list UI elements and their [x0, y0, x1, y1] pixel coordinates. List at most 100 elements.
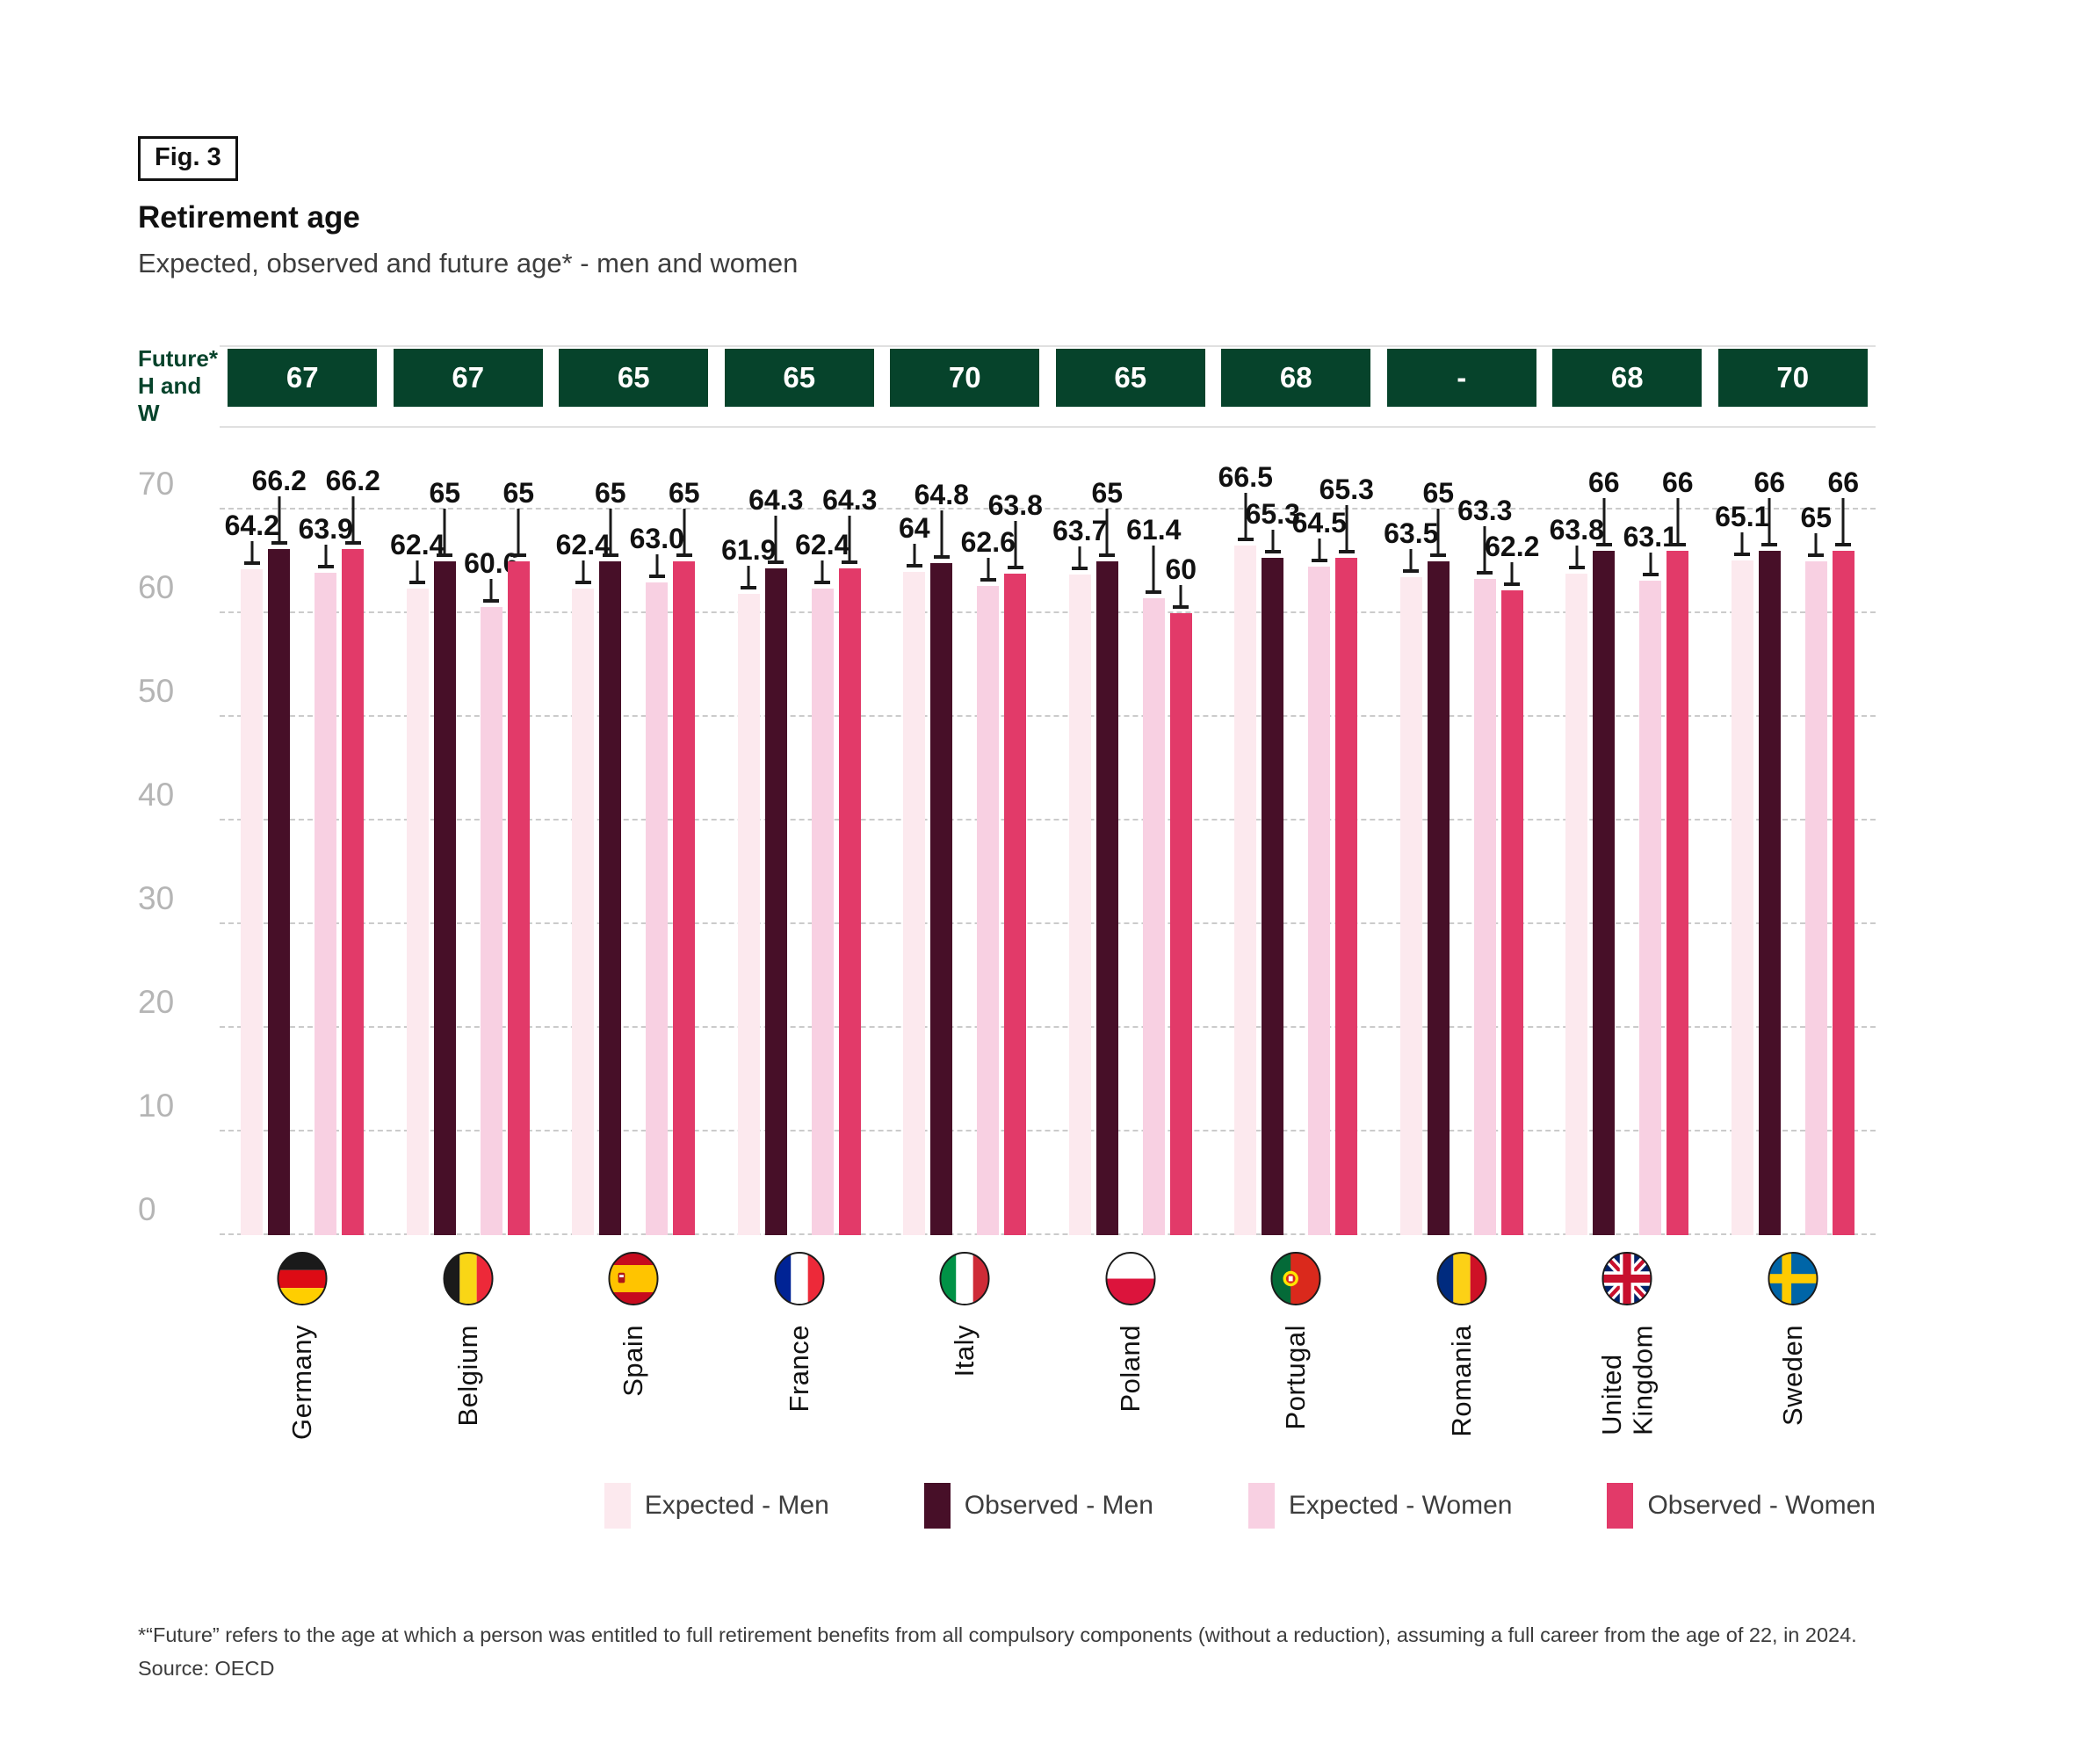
bar-observed-women-romania: 62.2 [1485, 532, 1539, 1235]
value-leader-cap [814, 580, 831, 584]
bar-group-poland: 63.7 65 61.4 60 [1048, 479, 1214, 1235]
future-row-label: Future* H and W [138, 345, 220, 428]
belgium-flag-icon [443, 1252, 494, 1305]
bar-expected-women-poland: 61.4 [1126, 516, 1181, 1235]
bar-observed-women-france: 64.3 [822, 486, 877, 1235]
france-flag-icon [774, 1252, 825, 1305]
bar-groups: 64.2 66.2 63.9 66.2 62.4 65 60.6 65 62.4 65 63.0 65… [220, 463, 1876, 1235]
value-leader-cap [842, 560, 858, 565]
y-tick-40: 40 [138, 777, 175, 813]
future-age-boxes: 67 67 65 65 70 65 68-68 70 [220, 345, 1876, 428]
value-label-expected-women-sweden: 65 [1800, 502, 1833, 533]
figure-tag: Fig. 3 [138, 136, 238, 181]
value-leader-cap [344, 540, 361, 545]
future-age-box-poland: 65 [1055, 349, 1205, 407]
value-leader-line [1179, 585, 1182, 609]
value-label-observed-women-spain: 65 [668, 477, 700, 509]
bar-group-sweden: 65.1 66 65 66 [1710, 468, 1876, 1235]
gridline-60 [220, 611, 1876, 613]
value-leader-cap [271, 540, 287, 545]
value-leader-cap [243, 561, 260, 566]
future-age-box-germany: 67 [228, 349, 378, 407]
value-leader-line [774, 516, 777, 565]
value-leader-line [489, 578, 493, 603]
bar-observed-men-portugal: 65.3 [1246, 500, 1300, 1235]
value-leader-cap [1146, 590, 1162, 595]
value-label-observed-women-sweden: 66 [1827, 466, 1860, 499]
value-leader-line [1602, 498, 1606, 547]
bar-observed-men-germany: 66.2 [252, 466, 307, 1235]
value-label-observed-women-italy: 63.8 [987, 489, 1043, 522]
bar-expected-men-spain: 62.4 [556, 531, 611, 1235]
y-tick-70: 70 [138, 466, 175, 502]
value-leader-line [1105, 509, 1109, 557]
value-label-observed-women-portugal: 65.3 [1319, 474, 1374, 506]
value-leader-line [848, 516, 851, 565]
value-leader-line [1649, 553, 1652, 577]
future-row-label-line1: Future* [138, 345, 218, 372]
value-leader-cap [1099, 553, 1116, 557]
footnote-text: *“Future” refers to the age at which a p… [138, 1623, 1857, 1646]
value-leader-cap [1835, 543, 1852, 547]
value-leader-cap [437, 553, 453, 557]
value-leader-cap [980, 578, 996, 582]
bar-group-spain: 62.4 65 63.0 65 [551, 479, 717, 1235]
value-leader-cap [1338, 550, 1355, 554]
flag-belgium [443, 1251, 494, 1311]
value-leader-line [1244, 493, 1247, 542]
value-leader-cap [575, 580, 591, 584]
value-label-expected-men-belgium: 62.4 [390, 528, 445, 560]
bar-group-germany: 64.2 66.2 63.9 66.2 [220, 466, 386, 1235]
value-leader-line [351, 495, 355, 545]
value-label-expected-women-united-kingdom: 63.1 [1623, 521, 1678, 553]
value-label-expected-men-france: 61.9 [721, 533, 777, 566]
future-age-row: Future* H and W 67 67 65 65 70 65 68-68 70 [138, 345, 1876, 428]
flag-sweden [1768, 1251, 1818, 1311]
flag-spain [608, 1251, 659, 1311]
value-label-observed-men-united-kingdom: 66 [1587, 466, 1620, 499]
value-leader-line [1768, 498, 1771, 547]
value-leader-cap [1403, 568, 1420, 573]
value-label-expected-women-portugal: 64.5 [1291, 506, 1347, 539]
value-leader-line [1575, 546, 1579, 570]
bar-expected-men-belgium: 62.4 [390, 531, 445, 1235]
value-leader-line [324, 544, 328, 568]
bar-group-romania: 63.5 65 63.3 62.2 [1379, 479, 1545, 1235]
value-leader-line [747, 565, 750, 589]
value-leader-cap [1595, 543, 1612, 547]
spain-flag-icon [608, 1252, 659, 1305]
value-label-observed-men-italy: 64.8 [914, 479, 969, 511]
value-leader-cap [648, 574, 665, 578]
future-age-box-portugal: 68 [1221, 349, 1371, 407]
value-leader-line [1676, 498, 1680, 547]
value-label-observed-men-spain: 65 [594, 477, 626, 509]
bar-observed-women-sweden: 66 [1827, 468, 1859, 1235]
value-label-observed-women-france: 64.3 [822, 484, 878, 517]
future-age-box-united-kingdom: 68 [1552, 349, 1703, 407]
legend-item-expected-men: Expected - Men [604, 1483, 829, 1529]
value-leader-line [1740, 531, 1744, 556]
country-label-united-kingdom: United Kingdom [1595, 1325, 1659, 1435]
value-leader-line [1483, 526, 1486, 575]
value-leader-cap [1430, 553, 1447, 557]
flag-poland [1105, 1251, 1156, 1311]
value-label-observed-men-sweden: 66 [1753, 466, 1786, 499]
chart-legend: Expected - Men Observed - Men Expected - W… [604, 1483, 1876, 1529]
value-leader-line [940, 510, 944, 560]
value-leader-cap [1477, 571, 1493, 575]
gridline-20 [220, 1026, 1876, 1028]
y-tick-0: 0 [138, 1191, 156, 1227]
y-tick-50: 50 [138, 673, 175, 709]
country-label-romania: Romania [1445, 1325, 1477, 1437]
legend-item-observed-women: Observed - Women [1607, 1483, 1876, 1529]
value-leader-cap [1761, 543, 1778, 547]
bar-observed-men-poland: 65 [1091, 479, 1123, 1235]
value-leader-line [1510, 562, 1514, 587]
bar-expected-women-romania: 63.3 [1457, 496, 1512, 1235]
bar-observed-men-belgium: 65 [429, 479, 460, 1235]
value-label-observed-men-romania: 65 [1422, 477, 1455, 509]
bar-observed-women-poland: 60 [1165, 555, 1197, 1235]
bar-group-france: 61.9 64.3 62.4 64.3 [717, 486, 883, 1235]
value-leader-line [1152, 546, 1155, 595]
country-label-poland: Poland [1114, 1325, 1146, 1413]
